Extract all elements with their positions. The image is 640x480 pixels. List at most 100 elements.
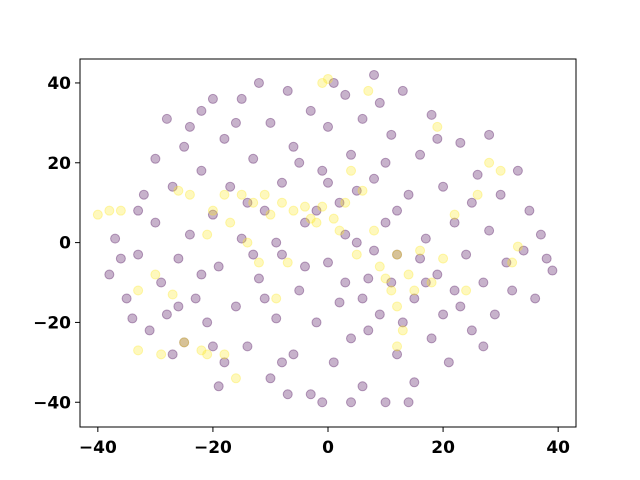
- point: [323, 73, 333, 84]
- x-tick-label: 40: [546, 438, 570, 458]
- point: [484, 129, 495, 140]
- point: [253, 77, 264, 88]
- point: [495, 189, 506, 200]
- point: [363, 273, 374, 284]
- point: [121, 293, 132, 304]
- point: [207, 93, 218, 104]
- point: [351, 249, 362, 260]
- point: [357, 113, 368, 124]
- point: [317, 165, 328, 176]
- point: [340, 229, 351, 240]
- point: [202, 229, 213, 240]
- point: [317, 77, 328, 88]
- point: [432, 133, 443, 144]
- point: [167, 349, 178, 360]
- point: [461, 285, 472, 296]
- point: [230, 301, 241, 312]
- point: [328, 213, 339, 224]
- point: [328, 357, 339, 368]
- point: [236, 189, 247, 200]
- point: [340, 89, 351, 100]
- point: [305, 389, 316, 400]
- point: [173, 253, 184, 264]
- point: [150, 217, 161, 228]
- point: [196, 165, 207, 176]
- point: [115, 205, 126, 216]
- point: [299, 201, 310, 212]
- point: [311, 317, 322, 328]
- point: [334, 225, 345, 236]
- point: [248, 197, 259, 208]
- point: [299, 217, 310, 228]
- point: [167, 181, 178, 192]
- point: [449, 209, 460, 220]
- point: [392, 205, 403, 216]
- point: [547, 265, 558, 276]
- point: [415, 149, 426, 160]
- point: [190, 293, 201, 304]
- points: [92, 69, 558, 408]
- point: [242, 237, 253, 248]
- point: [265, 117, 276, 128]
- point: [530, 293, 541, 304]
- point: [524, 205, 535, 216]
- point: [104, 269, 115, 280]
- point: [196, 269, 207, 280]
- point: [259, 189, 270, 200]
- point: [363, 325, 374, 336]
- point: [380, 217, 391, 228]
- point: [449, 217, 460, 228]
- point: [484, 157, 495, 168]
- point: [323, 177, 333, 188]
- point: [305, 213, 316, 224]
- point: [374, 309, 385, 320]
- point: [386, 129, 397, 140]
- point: [380, 397, 391, 408]
- point: [150, 153, 161, 164]
- point: [271, 313, 282, 324]
- point: [242, 197, 253, 208]
- point: [225, 181, 236, 192]
- point: [92, 209, 103, 220]
- point: [236, 93, 247, 104]
- point: [230, 117, 241, 128]
- point: [340, 197, 351, 208]
- point: [426, 333, 437, 344]
- point: [259, 293, 270, 304]
- point: [271, 237, 282, 248]
- point: [259, 205, 270, 216]
- point: [179, 337, 190, 348]
- point: [110, 233, 121, 244]
- y-tick-label: 0: [59, 234, 71, 254]
- point: [438, 181, 449, 192]
- point: [432, 269, 443, 280]
- point: [420, 277, 431, 288]
- point: [133, 205, 144, 216]
- point: [426, 109, 437, 120]
- point: [196, 345, 207, 356]
- point: [265, 373, 276, 384]
- point: [196, 105, 207, 116]
- point: [403, 189, 414, 200]
- point: [115, 253, 126, 264]
- point: [363, 85, 374, 96]
- point: [167, 289, 178, 300]
- point: [369, 245, 380, 256]
- y-tick-label: 20: [47, 154, 71, 174]
- point: [265, 209, 276, 220]
- point: [397, 85, 408, 96]
- point: [397, 325, 408, 336]
- point: [219, 349, 230, 360]
- point: [340, 277, 351, 288]
- point: [397, 317, 408, 328]
- point: [541, 253, 552, 264]
- point: [518, 245, 529, 256]
- point: [328, 77, 339, 88]
- point: [449, 285, 460, 296]
- point: [276, 357, 287, 368]
- point: [478, 277, 489, 288]
- point: [426, 277, 437, 288]
- point: [230, 373, 241, 384]
- point: [219, 189, 230, 200]
- point: [161, 309, 172, 320]
